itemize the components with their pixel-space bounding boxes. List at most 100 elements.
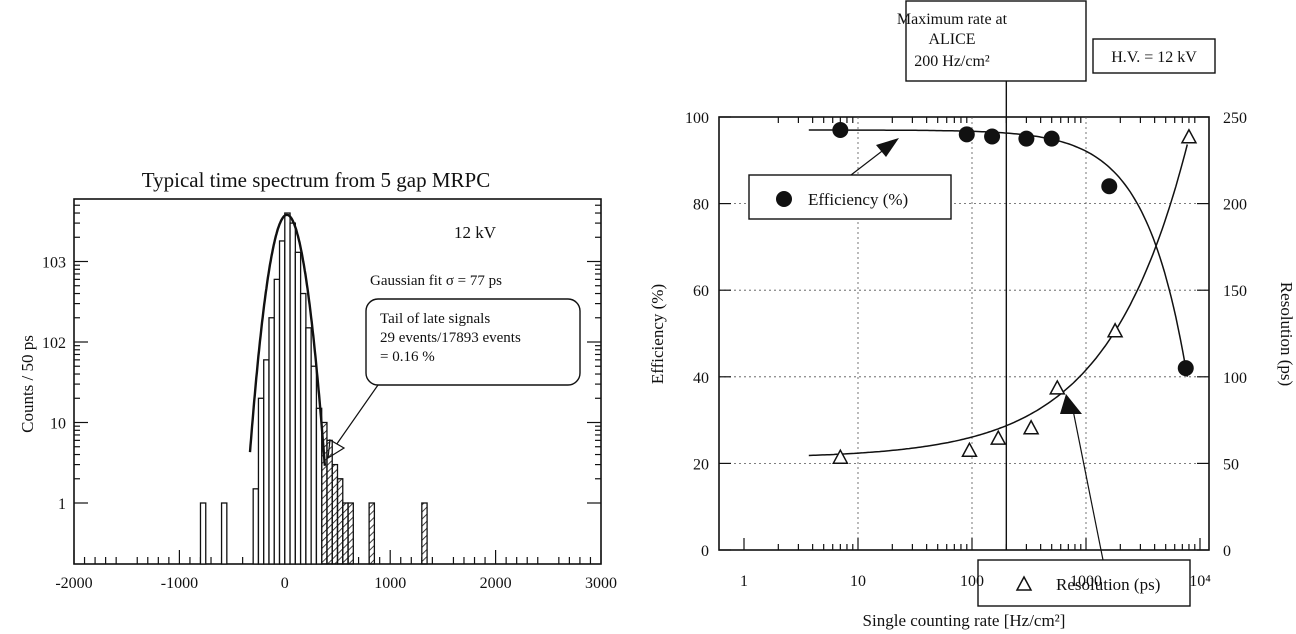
- resolution-arrowhead-icon: [1060, 394, 1082, 414]
- rate-y-tick-label: 40: [693, 370, 709, 387]
- resolution-fit-curve: [808, 144, 1189, 457]
- tail-annotation-pointer: [333, 384, 379, 449]
- rate-y-tick-label: 60: [693, 283, 709, 300]
- resolution-point: [1106, 322, 1124, 338]
- resolution-point: [990, 429, 1007, 445]
- histogram-early-bar: [199, 502, 207, 565]
- efficiency-legend-box: [748, 174, 952, 220]
- histogram-bar: [305, 327, 312, 565]
- rate-y-tick-label: 80: [693, 197, 709, 214]
- efficiency-point: [984, 128, 1001, 145]
- rate-grid: [719, 117, 1209, 550]
- histogram-x-tick-label: 0: [281, 575, 289, 592]
- rate-x-tick-label: 10⁴: [1189, 573, 1211, 590]
- rate-y2-tick-label: 0: [1223, 543, 1231, 560]
- rate-y2-tick-label: 200: [1223, 197, 1247, 214]
- histogram-bar: [284, 212, 291, 565]
- efficiency-point: [1018, 130, 1035, 147]
- rate-y2-tick-label: 50: [1223, 456, 1239, 473]
- histogram-x-tick-label: 1000: [374, 575, 406, 592]
- histogram-bar: [294, 251, 302, 565]
- histogram-title: Typical time spectrum from 5 gap MRPC: [142, 168, 490, 192]
- histogram-tail-bar: [342, 502, 349, 565]
- histogram-x-tick-label: 2000: [480, 575, 512, 592]
- tail-annotation-line1: Tail of late signals: [380, 311, 490, 327]
- histogram-marks: -2000 -1000 0 1000 2000 3000 1 10 102 103: [42, 204, 617, 592]
- efficiency-point: [1101, 178, 1118, 195]
- histogram-bar: [273, 278, 281, 565]
- rate-y-tick-label: 100: [685, 110, 709, 127]
- resolution-point: [961, 441, 978, 458]
- tail-annotation-line3: = 0.16 %: [380, 349, 435, 365]
- histogram-chart: Typical time spectrum from 5 gap MRPC Co…: [18, 168, 617, 592]
- resolution-pointer: [1071, 404, 1104, 561]
- rate-y-tick-label: 20: [693, 456, 709, 473]
- max-rate-line3: 200 Hz/cm²: [914, 53, 990, 70]
- efficiency-fit-curve: [808, 129, 1189, 377]
- gaussian-fit-label: Gaussian fit σ = 77 ps: [370, 273, 502, 289]
- histogram-bar: [310, 365, 318, 565]
- histogram-bar: [257, 397, 265, 565]
- resolution-point: [1049, 379, 1066, 395]
- rate-x-tick-label: 1: [740, 573, 748, 590]
- max-rate-box: [905, 0, 1087, 82]
- histogram-tail-bar: [336, 478, 344, 565]
- efficiency-legend-label: Efficiency (%): [808, 190, 908, 209]
- rate-xlabel: Single counting rate [Hz/cm²]: [863, 611, 1066, 630]
- efficiency-axis-label: Efficiency (%): [648, 284, 667, 384]
- rate-y2-tick-label: 150: [1223, 283, 1247, 300]
- gaussian-fit-curve: [248, 213, 327, 466]
- resolution-legend-label: Resolution (ps): [1056, 575, 1160, 594]
- rate-chart: Efficiency (%) Resolution (ps) Single co…: [648, 0, 1296, 630]
- histogram-bar: [268, 317, 275, 565]
- tail-annotation-line2: 29 events/17893 events: [380, 330, 521, 346]
- histogram-bar: [289, 222, 296, 565]
- histogram-tail-bar: [368, 502, 376, 565]
- rate-y-tick-label: 0: [701, 543, 709, 560]
- histogram-y-tick-label: 102: [42, 335, 66, 352]
- histogram-y-tick-label: 10: [50, 416, 66, 433]
- rate-x-tick-label: 100: [960, 573, 984, 590]
- rate-plot-frame: [718, 116, 1210, 551]
- hv-box: [1092, 38, 1216, 74]
- efficiency-point: [832, 121, 849, 138]
- histogram-tail-bar: [347, 502, 354, 565]
- histogram-tail-bar: [421, 502, 428, 565]
- efficiency-legend-marker-icon: [776, 191, 792, 207]
- histogram-bar: [263, 359, 270, 565]
- tail-annotation-box: [365, 298, 581, 386]
- histogram-tail-bar: [326, 439, 333, 565]
- resolution-legend-box: [977, 559, 1191, 607]
- resolution-legend-marker-icon: [1015, 575, 1033, 591]
- resolution-point: [832, 448, 849, 464]
- histogram-x-tick-label: -2000: [55, 575, 92, 592]
- hv-label: H.V. = 12 kV: [1111, 49, 1197, 66]
- efficiency-point: [958, 126, 975, 143]
- rate-x-tick-label: 10: [850, 573, 866, 590]
- histogram-bar: [299, 292, 307, 565]
- histogram-y-tick-label: 1: [58, 496, 66, 513]
- resolution-point: [1022, 419, 1040, 435]
- rate-x-tick-label: 1000: [1070, 573, 1102, 590]
- resolution-point: [1180, 128, 1198, 144]
- histogram-bar: [278, 240, 286, 565]
- histogram-y-tick-label: 103: [42, 255, 66, 272]
- histogram-tail-bar: [331, 463, 339, 565]
- efficiency-arrowhead-icon: [876, 138, 899, 157]
- efficiency-point: [1043, 130, 1060, 147]
- resolution-axis-label: Resolution (ps): [1277, 282, 1296, 386]
- histogram-x-tick-label: -1000: [161, 575, 198, 592]
- efficiency-point: [1177, 360, 1194, 377]
- histogram-bar: [315, 407, 323, 565]
- histogram-early-bar: [220, 502, 228, 565]
- histogram-ylabel: Counts / 50 ps: [18, 335, 37, 433]
- histogram-bar: [252, 488, 260, 565]
- rate-y2-tick-label: 250: [1223, 110, 1247, 127]
- max-rate-line2: ALICE: [928, 31, 975, 48]
- rate-y2-tick-label: 100: [1223, 370, 1247, 387]
- max-rate-line1: Maximum rate at: [897, 11, 1008, 28]
- histogram-x-tick-label: 3000: [585, 575, 617, 592]
- voltage-label: 12 kV: [454, 223, 497, 242]
